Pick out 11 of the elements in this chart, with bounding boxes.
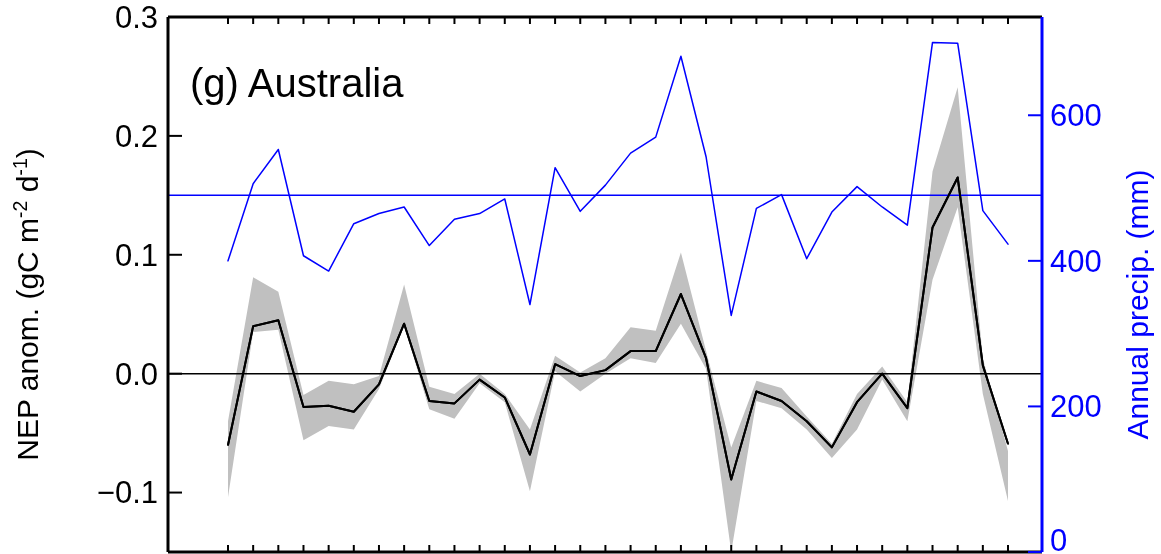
- y-tick-label: 0.0: [114, 356, 158, 392]
- y-tick-label: 0.3: [114, 0, 158, 35]
- y2-tick-label: 200: [1050, 389, 1102, 425]
- y-tick-label: −0.1: [96, 475, 158, 511]
- y-tick-label: 0.2: [114, 118, 158, 154]
- y2-tick-label: 400: [1050, 243, 1102, 279]
- y2-tick-label: 0: [1050, 522, 1068, 554]
- text: (g) Australia: [190, 61, 405, 105]
- y2-axis-title: Annual precip. (mm): [1121, 169, 1154, 440]
- y2-tick-label: 600: [1050, 98, 1102, 134]
- y-tick-label: 0.1: [114, 237, 158, 273]
